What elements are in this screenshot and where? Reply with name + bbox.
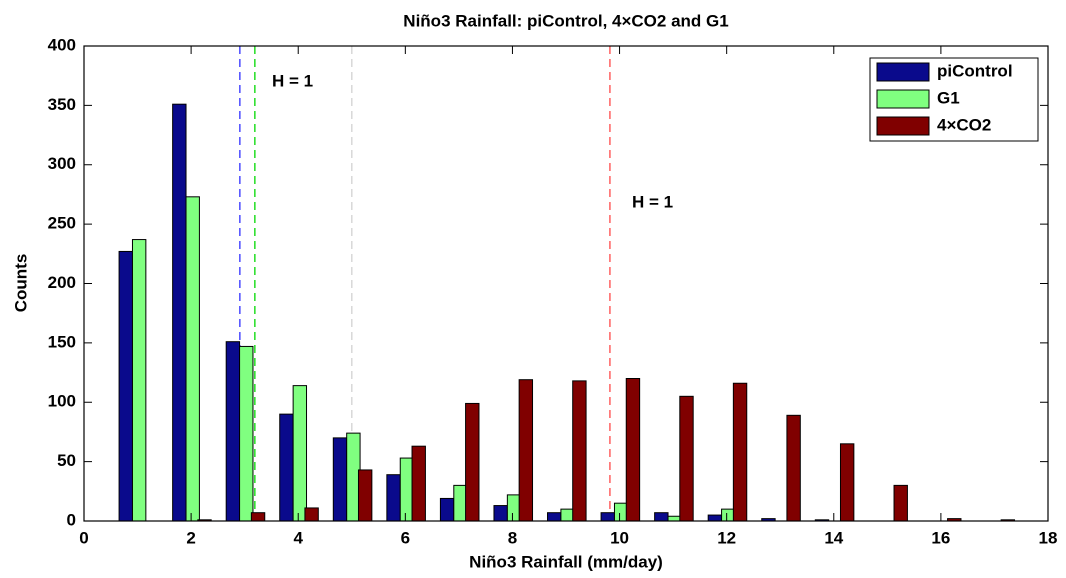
x-tick-label: 16 [931,528,950,547]
bar [786,414,801,522]
bar [465,402,480,522]
bar [386,474,401,522]
bar [572,380,587,522]
bar [225,341,241,522]
bar [279,413,294,522]
x-tick-label: 14 [824,528,843,547]
bar [893,484,908,522]
bar [332,437,348,522]
legend-label: piControl [937,61,1013,80]
bar [357,469,373,522]
bar [732,382,748,522]
x-tick-label: 8 [508,528,517,547]
x-tick-label: 18 [1039,528,1058,547]
bar [707,514,723,522]
bar [625,378,641,522]
y-axis-label: Counts [11,254,30,313]
y-tick-label: 400 [48,35,76,54]
legend-label: G1 [937,88,960,107]
bar [493,505,508,522]
x-tick-label: 0 [79,528,88,547]
y-tick-label: 250 [48,214,76,233]
legend-swatch [876,62,930,82]
bar [518,379,534,522]
legend-swatch [876,116,930,136]
bar [292,385,308,522]
bar [600,512,615,522]
legend-label: 4×CO2 [937,115,991,134]
bar [250,512,266,522]
bar [547,512,562,522]
x-tick-label: 2 [186,528,195,547]
x-axis-label: Niño3 Rainfall (mm/day) [469,552,663,571]
legend-swatch [876,89,930,109]
x-tick-label: 10 [610,528,629,547]
bar [185,196,200,522]
y-tick-label: 350 [48,95,76,114]
x-tick-label: 4 [293,528,303,547]
annotation: H = 1 [632,192,673,211]
bar [654,512,669,522]
annotation: H = 1 [272,71,313,90]
y-tick-label: 50 [57,451,76,470]
bar [118,250,133,522]
bar [172,103,187,522]
y-tick-label: 200 [48,273,76,292]
bar [839,443,855,522]
bar [131,239,147,522]
x-tick-label: 12 [717,528,736,547]
bar [304,507,319,522]
y-tick-label: 100 [48,392,76,411]
y-tick-label: 300 [48,154,76,173]
y-tick-label: 0 [67,510,76,529]
bar [411,445,426,522]
x-tick-label: 6 [401,528,410,547]
bar [679,395,694,522]
bar [239,345,254,522]
y-tick-label: 150 [48,332,76,351]
bar [439,497,455,522]
chart-title: Niño3 Rainfall: piControl, 4×CO2 and G1 [403,11,728,30]
